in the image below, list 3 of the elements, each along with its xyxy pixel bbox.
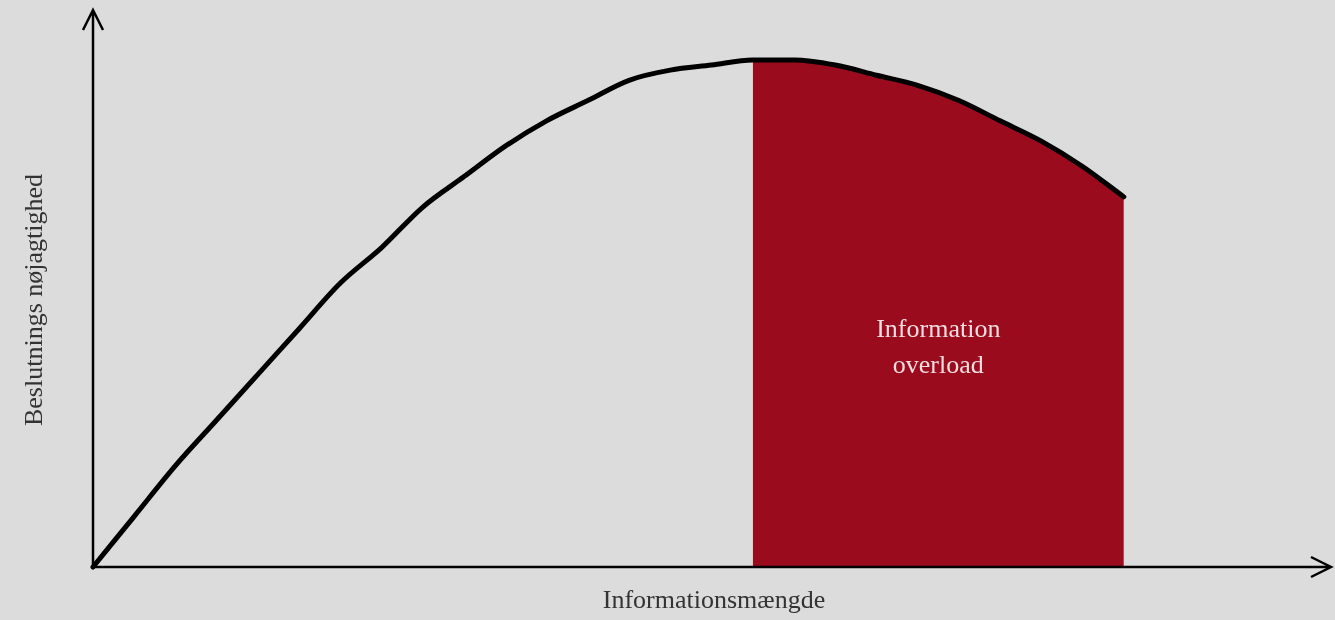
y-axis-title: Beslutnings nøjagtighed: [19, 173, 49, 427]
x-axis-title: Informationsmængde: [602, 585, 826, 615]
annotation: Information overload: [876, 314, 1001, 380]
